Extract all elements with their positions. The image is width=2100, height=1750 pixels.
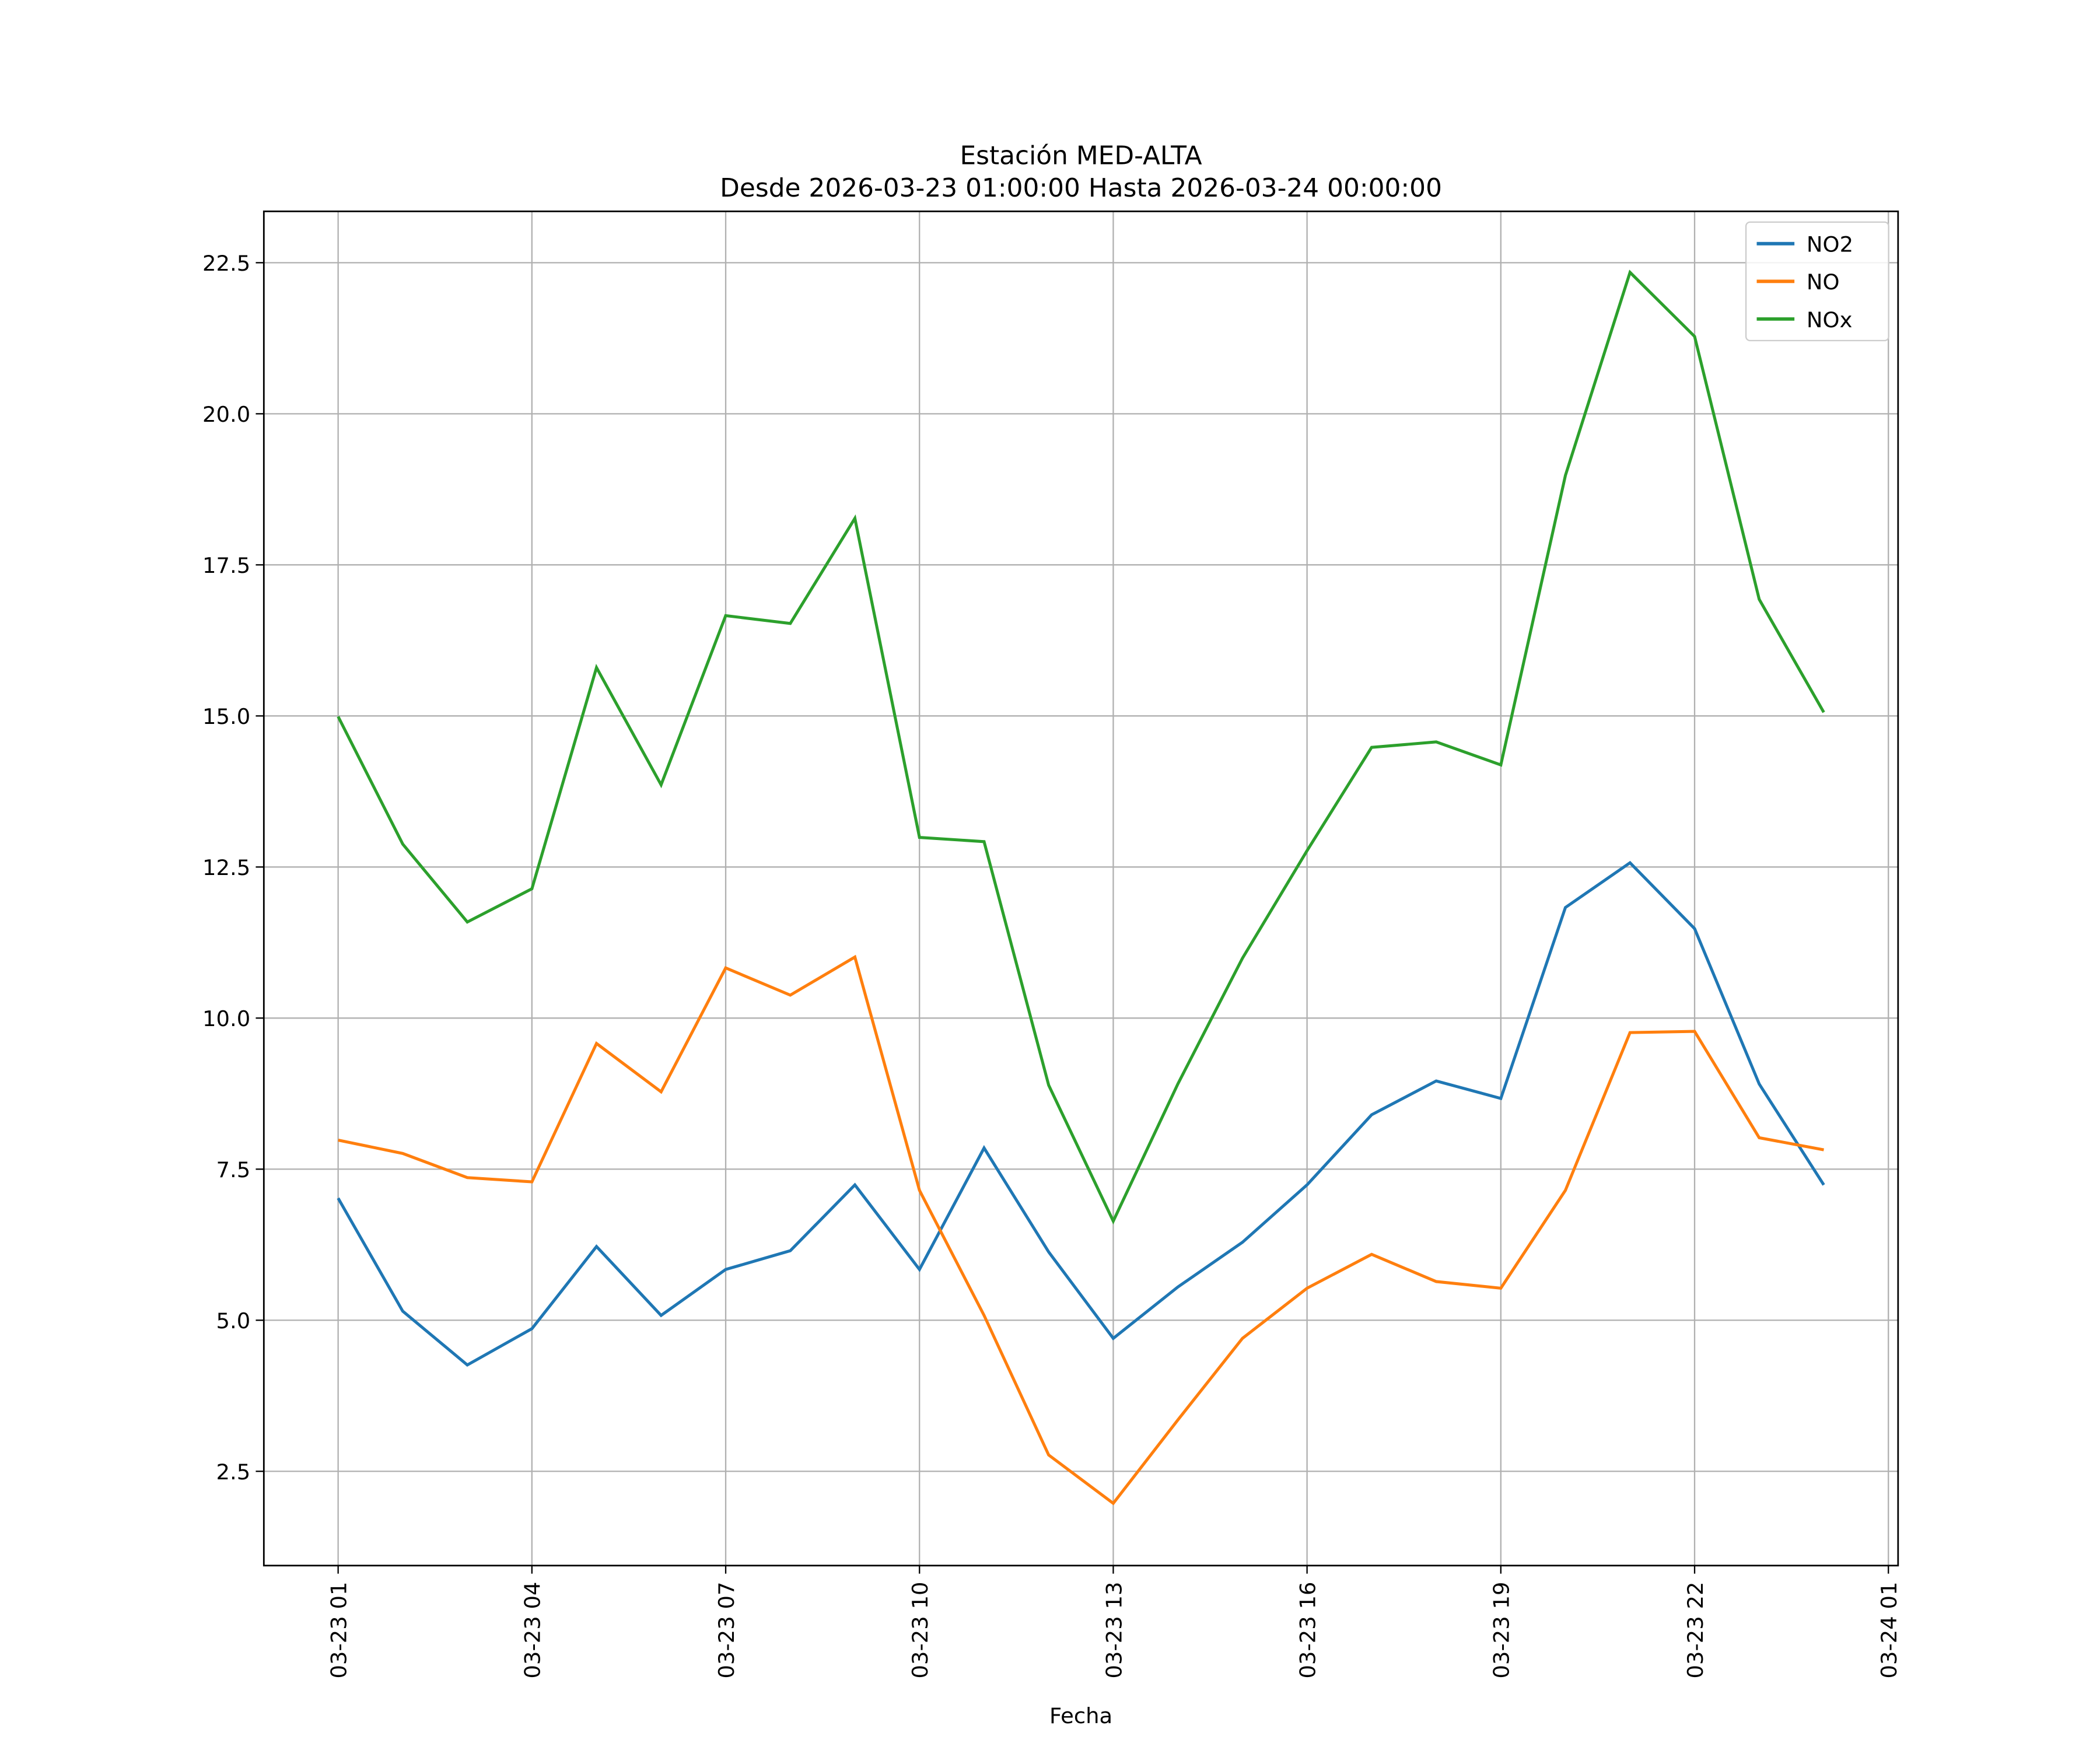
x-axis-label: Fecha [1049, 1703, 1112, 1728]
x-tick-label: 03-24 01 [1877, 1582, 1902, 1679]
y-tick-label: 20.0 [202, 402, 250, 427]
y-tick-label: 5.0 [216, 1308, 251, 1334]
x-tick-label: 03-23 10 [908, 1582, 933, 1679]
y-tick-label: 22.5 [202, 251, 250, 276]
x-tick-label: 03-23 07 [714, 1582, 739, 1679]
x-tick-label: 03-23 19 [1489, 1582, 1514, 1679]
x-tick-label: 03-23 13 [1101, 1582, 1126, 1679]
x-tick-label: 03-23 04 [520, 1582, 545, 1679]
chart-subtitle: Desde 2026-03-23 01:00:00 Hasta 2026-03-… [720, 173, 1442, 203]
y-tick-label: 2.5 [216, 1460, 251, 1485]
x-tick-label: 03-23 01 [326, 1582, 351, 1679]
legend-label: NOx [1807, 307, 1853, 332]
chart-title: Estación MED-ALTA [960, 141, 1202, 171]
series-line-nox [337, 270, 1825, 1225]
y-tick-label: 15.0 [202, 704, 250, 729]
legend: NO2 NO NOx [1745, 221, 1889, 341]
plot-frame [262, 210, 1899, 1567]
legend-label: NO [1807, 270, 1840, 295]
y-tick-label: 12.5 [202, 855, 250, 880]
legend-box [1745, 221, 1889, 341]
series-line-no2 [337, 860, 1825, 1367]
legend-label: NO2 [1807, 232, 1853, 257]
x-tick-label: 03-23 16 [1295, 1582, 1320, 1679]
y-tick-label: 17.5 [202, 553, 250, 578]
series-line-no [338, 954, 1824, 1506]
x-tick-label: 03-23 22 [1683, 1582, 1708, 1679]
y-tick-label: 7.5 [216, 1157, 251, 1182]
y-tick-label: 10.0 [202, 1006, 250, 1031]
